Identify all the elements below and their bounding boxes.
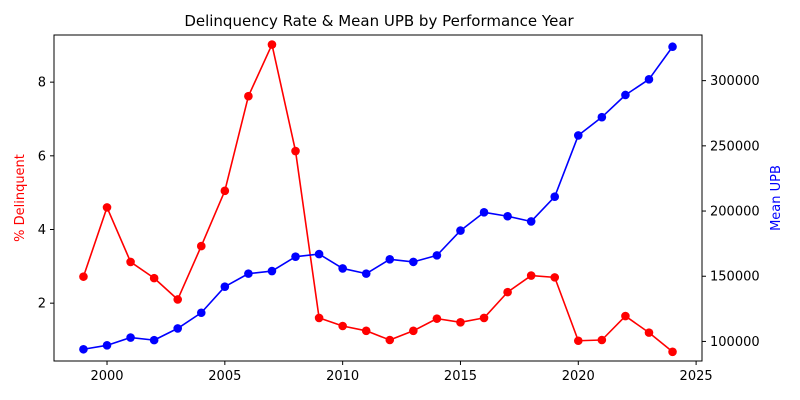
data-point-right bbox=[479, 208, 489, 217]
plot-frame bbox=[53, 34, 703, 362]
data-point-right bbox=[267, 266, 277, 276]
data-point-right bbox=[526, 217, 536, 226]
data-point-left bbox=[196, 241, 206, 251]
data-point-left bbox=[432, 314, 442, 323]
axes: 2000 2005 2010 2015 2020 2025 2 4 6 8 100000 150000… bbox=[38, 74, 760, 384]
series-line-right bbox=[83, 46, 674, 351]
data-point-right bbox=[196, 308, 206, 318]
data-point-left bbox=[220, 186, 230, 196]
data-point-left bbox=[314, 313, 324, 323]
y-tick-label-left: 8 bbox=[38, 76, 46, 91]
data-point-right bbox=[244, 269, 253, 278]
data-point-right bbox=[597, 112, 607, 122]
data-point-right bbox=[338, 264, 347, 273]
y-tick-label-left: 6 bbox=[38, 149, 46, 164]
data-point-right bbox=[385, 254, 395, 264]
y-tick-label-right: 200000 bbox=[710, 205, 760, 220]
y-axis-title-left: % Delinquent bbox=[13, 154, 28, 242]
data-point-left bbox=[503, 287, 512, 297]
data-point-left bbox=[102, 203, 112, 212]
y-tick-label-left: 4 bbox=[38, 223, 46, 238]
data-point-right bbox=[644, 75, 654, 84]
data-point-left bbox=[479, 313, 489, 323]
x-tick-label: 2000 bbox=[90, 369, 123, 384]
data-point-left bbox=[550, 273, 560, 282]
data-point-left bbox=[267, 40, 277, 49]
data-point-right bbox=[173, 324, 183, 333]
data-point-right bbox=[220, 282, 230, 291]
data-point-left bbox=[573, 336, 583, 346]
data-point-right bbox=[668, 42, 677, 52]
y-tick-label-right: 100000 bbox=[710, 335, 760, 350]
y-tick-label-right: 150000 bbox=[710, 270, 760, 285]
x-tick-label: 2025 bbox=[680, 369, 713, 384]
x-tick-label: 2020 bbox=[562, 369, 595, 384]
data-point-left bbox=[338, 321, 347, 331]
data-point-right bbox=[456, 226, 465, 235]
data-point-left bbox=[173, 295, 183, 304]
data-point-right bbox=[361, 269, 371, 278]
data-point-left bbox=[361, 326, 371, 336]
data-point-right bbox=[149, 335, 159, 345]
data-point-right bbox=[314, 249, 324, 259]
data-point-right bbox=[102, 341, 112, 350]
data-point-right bbox=[550, 192, 560, 201]
series-line-left bbox=[82, 43, 674, 353]
data-point-left bbox=[526, 271, 536, 280]
plot-area bbox=[79, 40, 677, 357]
data-point-left bbox=[244, 91, 253, 101]
data-point-left bbox=[149, 273, 159, 283]
y-tick-label-right: 300000 bbox=[710, 74, 760, 89]
data-point-left bbox=[668, 347, 677, 357]
x-tick-label: 2010 bbox=[326, 369, 359, 384]
y-tick-label-right: 250000 bbox=[710, 139, 760, 154]
data-point-right bbox=[503, 211, 512, 221]
data-point-right bbox=[621, 90, 630, 100]
y-tick-label-left: 2 bbox=[38, 297, 46, 312]
data-point-right bbox=[409, 257, 418, 267]
data-point-left bbox=[385, 335, 395, 345]
data-point-left bbox=[409, 326, 418, 336]
data-point-right bbox=[79, 344, 88, 354]
y-axis-title-right: Mean UPB bbox=[769, 165, 784, 231]
data-point-right bbox=[432, 251, 442, 260]
data-point-left bbox=[621, 311, 630, 321]
x-tick-label: 2005 bbox=[208, 369, 241, 384]
chart-title: Delinquency Rate & Mean UPB by Performan… bbox=[184, 12, 574, 30]
data-point-left bbox=[291, 146, 300, 156]
data-point-right bbox=[126, 333, 135, 342]
data-point-right bbox=[573, 131, 583, 140]
x-tick-label: 2015 bbox=[444, 369, 477, 384]
data-point-left bbox=[597, 335, 607, 345]
data-point-left bbox=[644, 328, 654, 337]
data-point-right bbox=[291, 252, 300, 261]
data-point-left bbox=[79, 272, 88, 281]
data-point-left bbox=[126, 257, 135, 267]
data-point-left bbox=[456, 318, 465, 327]
